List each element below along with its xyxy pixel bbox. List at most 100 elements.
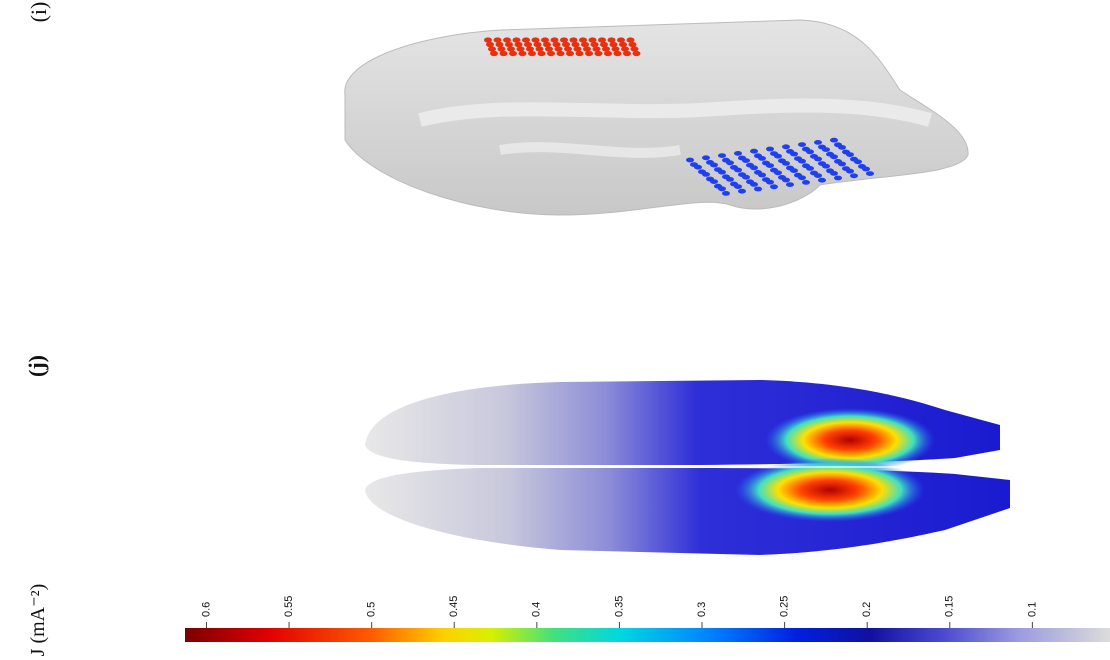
electrode	[734, 184, 742, 189]
electrode	[507, 46, 515, 51]
electrode	[694, 165, 702, 170]
electrode	[505, 42, 513, 47]
electrode	[627, 37, 635, 42]
electrode	[766, 163, 774, 168]
colorbar-tick-label: 0.3	[696, 602, 708, 617]
electrode	[488, 46, 496, 51]
electrode	[522, 37, 530, 42]
electrode	[532, 37, 540, 42]
electrode	[490, 51, 498, 56]
electrode	[503, 37, 511, 42]
electrode	[750, 165, 758, 170]
electrode	[702, 172, 710, 177]
electrode	[754, 187, 762, 192]
electrode	[555, 46, 563, 51]
electrode	[579, 37, 587, 42]
electrode	[766, 180, 774, 185]
colorbar	[185, 628, 1110, 642]
colorbar-tick-label: 0.1	[1026, 602, 1038, 617]
electrode	[509, 51, 517, 56]
electrode	[602, 46, 610, 51]
electrode	[782, 144, 790, 149]
electrode	[619, 42, 627, 47]
colorbar-tick-label: 0.2	[861, 602, 873, 617]
electrode	[534, 42, 542, 47]
electrode	[830, 138, 838, 143]
electrode	[589, 37, 597, 42]
brain-model	[365, 380, 1010, 555]
colorbar-tick-label: 0.4	[531, 602, 543, 617]
electrode	[846, 169, 854, 174]
electrode	[593, 46, 601, 51]
electrode	[515, 42, 523, 47]
electrode	[513, 37, 521, 42]
electrode	[758, 156, 766, 161]
electrode	[528, 51, 536, 56]
electrode	[612, 46, 620, 51]
electrode	[623, 51, 631, 56]
panel-label: (j)	[24, 355, 49, 377]
electrode	[524, 42, 532, 47]
electrode	[576, 51, 584, 56]
electrode	[633, 51, 641, 56]
electrode	[806, 149, 814, 154]
electrode	[564, 46, 572, 51]
electrode	[517, 46, 525, 51]
electrode	[806, 166, 814, 171]
colorbar-tick-label: 0.55	[283, 596, 295, 617]
electrode	[598, 37, 606, 42]
electrode	[790, 168, 798, 173]
electrode	[545, 46, 553, 51]
electrode	[718, 153, 726, 158]
electrode	[526, 46, 534, 51]
electrode	[551, 37, 559, 42]
electrode	[830, 171, 838, 176]
electrode	[547, 51, 555, 56]
electrode	[496, 42, 504, 47]
colorbar-tick-label: 0.15	[944, 596, 956, 617]
colorbar-tick-label: 0.6	[200, 602, 212, 617]
electrode	[866, 171, 874, 176]
electrode	[560, 37, 568, 42]
electrode	[718, 186, 726, 191]
electrode	[604, 51, 612, 56]
electrode	[570, 37, 578, 42]
electrode	[790, 152, 798, 157]
colorbar-label: J (mA⁻²)	[27, 584, 49, 657]
electrode	[585, 51, 593, 56]
electrode	[710, 163, 718, 168]
electrode	[758, 173, 766, 178]
electrode	[608, 37, 616, 42]
electrode	[822, 164, 830, 169]
electrode	[591, 42, 599, 47]
electrode	[600, 42, 608, 47]
colorbar-tick-label: 0.25	[779, 596, 791, 617]
colorbar-tick-label: 0.45	[448, 596, 460, 617]
electrode	[581, 42, 589, 47]
electrode	[782, 161, 790, 166]
electrode	[621, 46, 629, 51]
electrode	[770, 184, 778, 189]
electrode	[519, 51, 527, 56]
electrode	[562, 42, 570, 47]
electrode	[610, 42, 618, 47]
electrode	[617, 37, 625, 42]
colorbar-tick-label: 0.5	[366, 602, 378, 617]
electrode	[686, 158, 694, 163]
electrode	[572, 42, 580, 47]
electrode	[543, 42, 551, 47]
electrode	[766, 147, 774, 152]
electrode	[734, 168, 742, 173]
electrode	[742, 175, 750, 180]
electrode	[726, 160, 734, 165]
electrode	[583, 46, 591, 51]
electrode	[854, 159, 862, 164]
electrode	[774, 170, 782, 175]
electrode	[846, 152, 854, 157]
electrode	[834, 176, 842, 181]
electrode	[557, 51, 565, 56]
electrode	[718, 170, 726, 175]
page: (i) (j) J (mA⁻²) 0.60.550.50.450.40.350.…	[0, 0, 1110, 660]
electrode	[722, 191, 730, 196]
electrode	[818, 178, 826, 183]
